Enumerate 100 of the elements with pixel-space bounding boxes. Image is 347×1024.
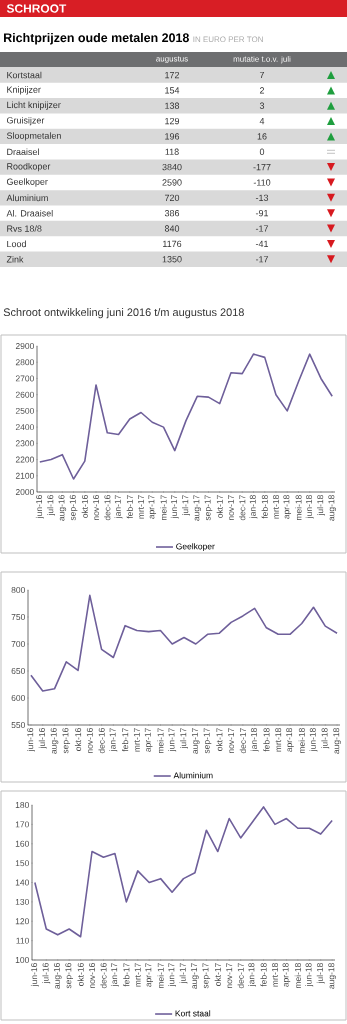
text: SCHROOT: [6, 4, 67, 13]
x-tick-label: jun-16: [30, 963, 39, 987]
data-label: 0: [259, 148, 265, 155]
x-tick-label: sep-17: [202, 963, 211, 989]
x-tick-label: aug-17: [191, 963, 199, 989]
y-tick-label: 2800: [15, 359, 34, 366]
x-tick-label: sep-16: [62, 728, 71, 754]
x-tick-label: apr-17: [145, 963, 153, 987]
x-tick-label: okt-16: [74, 728, 82, 751]
y-tick-label: 170: [15, 821, 29, 828]
y-tick-label: 160: [15, 840, 29, 847]
data-label: 16: [257, 133, 267, 140]
x-tick-label: dec-17: [239, 495, 246, 521]
x-tick-label: okt-16: [77, 963, 84, 986]
x-tick-label: mrt-17: [134, 963, 141, 987]
y-tick-label: 120: [15, 918, 29, 925]
data-label: 2: [259, 87, 265, 94]
x-tick-label: aug-18: [328, 495, 337, 521]
x-tick-label: dec-17: [239, 728, 246, 754]
x-tick-label: sep-17: [203, 728, 212, 754]
x-tick-label: nov-16: [89, 963, 96, 989]
category-label: Rvs 18/8: [7, 225, 42, 232]
x-tick-label: aug-16: [50, 728, 59, 754]
x-tick-label: jan-18: [248, 963, 257, 987]
x-tick-label: nov-17: [228, 728, 235, 754]
category-label: Draaisel: [7, 148, 39, 156]
data-label: 4: [259, 117, 265, 125]
x-tick-label: sep-16: [69, 495, 78, 521]
x-tick-label: jan-17: [114, 495, 123, 519]
x-tick-label: feb-17: [126, 495, 133, 519]
line-series: [30, 594, 338, 692]
x-tick-label: okt-17: [216, 495, 223, 518]
chart-title: Schroot ontwikkeling juni 2016 t/m augustus 2018: [3, 308, 244, 319]
y-tick-label: 750: [11, 614, 25, 620]
x-tick-label: aug-17: [193, 495, 202, 521]
data-label: -17: [255, 225, 269, 232]
data-label: 3: [259, 102, 265, 109]
x-tick-label: feb-17: [122, 728, 129, 752]
x-tick-label: jan-17: [110, 963, 119, 987]
category-label: Lood: [7, 240, 26, 248]
category-label: Licht knipijzer: [7, 101, 61, 110]
x-tick-label: nov-17: [228, 495, 234, 521]
x-tick-label: jul-16: [47, 495, 55, 516]
x-tick-label: dec-17: [237, 963, 244, 989]
text: Richtprijzen oude metalen 2018: [4, 32, 189, 45]
x-tick-label: feb-17: [123, 963, 130, 987]
data-label: -91: [255, 210, 269, 217]
x-tick-label: okt-16: [81, 495, 88, 518]
data-label: -41: [255, 240, 269, 247]
y-tick-label: 2400: [15, 424, 34, 431]
y-tick-label: 2000: [15, 489, 34, 495]
x-tick-label: jul-17: [180, 728, 188, 749]
data-label: 2590: [162, 179, 182, 186]
y-tick-label: 2700: [15, 375, 34, 382]
y-tick-label: 700: [11, 641, 25, 647]
data-label: 7: [259, 71, 265, 79]
x-tick-label: mei-18: [295, 495, 302, 521]
x-tick-label: dec-16: [100, 963, 107, 989]
x-tick-label: jun-18: [305, 963, 314, 987]
data-label: -17: [255, 256, 269, 263]
x-tick-label: mrt-17: [133, 728, 140, 752]
x-tick-label: mei-18: [298, 728, 305, 754]
x-tick-label: mrt-18: [275, 728, 282, 752]
category-label: Aluminium: [6, 194, 48, 202]
x-tick-label: jul-18: [316, 963, 325, 984]
data-label: 1350: [162, 256, 182, 263]
x-tick-label: mei-17: [157, 728, 164, 754]
x-tick-label: apr-18: [282, 963, 291, 987]
y-tick-label: 2100: [15, 472, 34, 479]
x-tick-label: mei-17: [160, 495, 167, 521]
data-label: 1176: [163, 240, 182, 248]
data-label: 129: [165, 117, 180, 125]
y-tick-label: 2200: [15, 456, 34, 463]
data-label: -13: [255, 194, 269, 202]
x-tick-label: mrt-18: [272, 495, 279, 519]
x-tick-label: aug-18: [328, 963, 336, 989]
x-tick-label: nov-17: [226, 963, 233, 989]
x-tick-label: sep-16: [65, 963, 73, 989]
x-tick-label: okt-17: [214, 963, 221, 986]
category-label: Geelkoper: [6, 178, 48, 187]
x-tick-label: jun-17: [168, 728, 177, 752]
data-label: 720: [164, 194, 180, 202]
legend-label: Geelkoper: [176, 543, 215, 552]
x-tick-label: jun-17: [168, 963, 177, 987]
category-label: Zink: [6, 255, 24, 263]
category-label: Knipijzer: [7, 86, 41, 95]
x-tick-label: mei-18: [294, 963, 301, 989]
y-tick-label: 130: [15, 898, 29, 905]
y-tick-label: 650: [11, 668, 25, 674]
x-tick-label: mei-17: [157, 963, 164, 989]
legend-label: Aluminium: [173, 772, 213, 779]
category-label: Roodkoper: [7, 162, 51, 172]
x-tick-label: apr-17: [144, 728, 153, 752]
x-tick-label: aug-16: [53, 963, 62, 989]
y-tick-label: 2600: [15, 391, 34, 398]
data-label: 840: [164, 225, 180, 232]
x-tick-label: feb-18: [260, 963, 267, 987]
y-tick-label: 150: [15, 860, 29, 867]
data-label: 172: [165, 71, 180, 79]
data-label: 138: [165, 102, 180, 109]
